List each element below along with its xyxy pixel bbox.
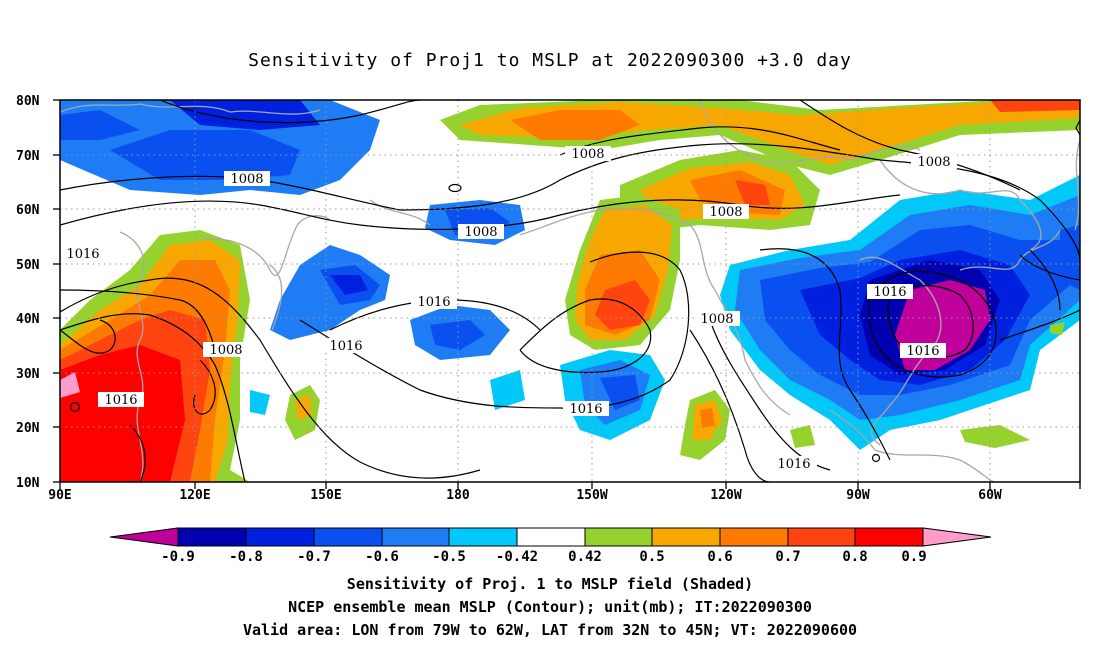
lon-label: 150W (576, 488, 607, 503)
colorbar-labels: -0.9 -0.8 -0.7 -0.6 -0.5 -0.42 0.42 0.5 … (161, 549, 927, 565)
colorbar-label: -0.9 (161, 549, 195, 565)
colorbar (109, 527, 992, 547)
contour-label-text: 1008 (571, 147, 604, 162)
lat-label: 30N (16, 367, 40, 382)
lon-label: 180 (446, 488, 470, 503)
contour-label-text: 1016 (569, 402, 602, 417)
colorbar-swatch (651, 527, 721, 547)
lat-label: 70N (16, 149, 40, 164)
lat-label: 20N (16, 421, 40, 436)
longitude-labels: 90E 120E 150E 180 150W 120W 90W 60W (48, 488, 1002, 503)
contour-label-text: 1016 (777, 457, 810, 472)
lon-label: 90E (48, 488, 71, 503)
contour-label: 1008 (203, 342, 249, 358)
contour-label: 1016 (900, 343, 946, 359)
colorbar-label: -0.7 (297, 549, 331, 565)
colorbar-label: -0.5 (432, 549, 466, 565)
lat-label: 40N (16, 312, 40, 327)
colorbar-swatch (381, 527, 450, 547)
contour-label: 1016 (563, 401, 609, 417)
colorbar-swatch (245, 527, 315, 547)
colorbar-label: 0.9 (901, 549, 926, 565)
colorbar-swatch (177, 527, 247, 547)
map-frame (53, 99, 1081, 489)
colorbar-swatch (787, 527, 856, 547)
contour-label: 1016 (323, 338, 369, 354)
lon-label: 90W (846, 488, 870, 503)
contour-label-text: 1008 (209, 343, 242, 358)
caption-valid-area: Valid area: LON from 79W to 62W, LAT fro… (242, 621, 858, 639)
contour-label-text: 1016 (329, 339, 362, 354)
contour-label-text: 1016 (66, 247, 99, 262)
contour-label-text: 1016 (104, 393, 137, 408)
contour-label: 1016 (98, 392, 144, 408)
contour-label: 1008 (458, 224, 504, 240)
contour-label: 1016 (867, 284, 913, 300)
lat-label: 10N (16, 476, 40, 491)
colorbar-high-triangle (922, 527, 992, 547)
contour-label: 1008 (703, 204, 749, 220)
contour-labels: 1008 1008 1008 1008 1008 1008 1008 1016 … (60, 146, 957, 472)
colorbar-label: -0.6 (365, 549, 399, 565)
lat-label: 80N (16, 94, 40, 109)
lon-label: 150E (310, 488, 341, 503)
colorbar-label: 0.8 (842, 549, 867, 565)
contour-label: 1016 (771, 456, 817, 472)
contour-label-text: 1008 (230, 172, 263, 187)
contour-label-text: 1008 (700, 312, 733, 327)
lon-label: 60W (978, 488, 1002, 503)
contour-label: 1016 (411, 294, 457, 310)
contour-label-text: 1016 (873, 285, 906, 300)
colorbar-low-triangle (109, 527, 179, 547)
contour-label-text: 1008 (917, 155, 950, 170)
contour-label-text: 1016 (906, 344, 939, 359)
colorbar-label: 0.6 (707, 549, 732, 565)
lat-label: 60N (16, 203, 40, 218)
contour-label: 1008 (911, 154, 957, 170)
colorbar-label: -0.8 (229, 549, 263, 565)
contour-label: 1016 (60, 246, 106, 262)
contour-label-text: 1008 (709, 205, 742, 220)
contour-label: 1008 (224, 171, 270, 187)
colorbar-swatch (516, 527, 586, 547)
colorbar-swatch (313, 527, 383, 547)
map-title: Sensitivity of Proj1 to MSLP at 20220903… (248, 50, 852, 71)
contour-label: 1008 (694, 311, 740, 327)
colorbar-swatch (448, 527, 518, 547)
colorbar-swatch (854, 527, 924, 547)
colorbar-label: 0.5 (639, 549, 664, 565)
colorbar-swatch (719, 527, 789, 547)
coastlines (60, 100, 1080, 482)
colorbar-swatch (584, 527, 653, 547)
lat-label: 50N (16, 258, 40, 273)
colorbar-label: 0.7 (775, 549, 800, 565)
lon-label: 120W (710, 488, 741, 503)
contour-label-text: 1008 (464, 225, 497, 240)
contour-label: 1008 (565, 146, 611, 162)
caption-contour: NCEP ensemble mean MSLP (Contour); unit(… (288, 598, 812, 616)
lon-label: 120E (179, 488, 210, 503)
latitude-labels: 80N 70N 60N 50N 40N 30N 20N 10N (16, 94, 40, 491)
contour-label-text: 1016 (417, 295, 450, 310)
colorbar-label: -0.42 (496, 549, 538, 565)
caption-shaded: Sensitivity of Proj. 1 to MSLP field (Sh… (346, 575, 754, 593)
colorbar-label: 0.42 (568, 549, 602, 565)
